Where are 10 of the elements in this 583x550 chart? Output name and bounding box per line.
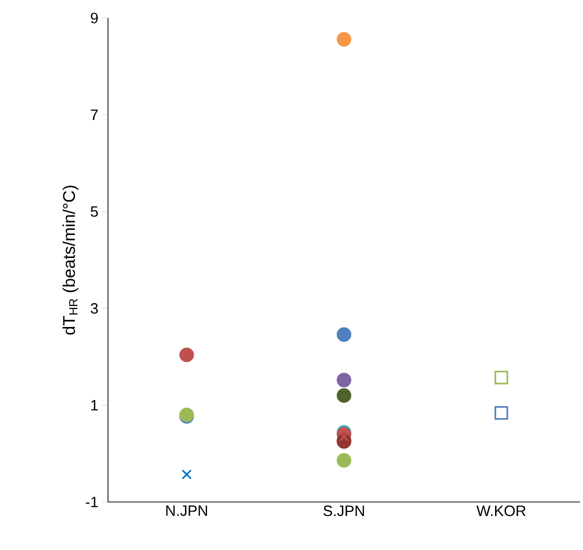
x-tick-label: S.JPN — [324, 506, 364, 516]
y-tick-label: 1 — [91, 400, 98, 410]
x-tick-label: W.KOR — [476, 506, 526, 516]
y-tick-label: 3 — [90, 303, 98, 314]
y-tick-label: 9 — [90, 12, 98, 24]
y-tick-label: 7 — [90, 110, 98, 120]
y-tick-label: -1 — [86, 496, 98, 508]
y-tick-label: 5 — [90, 206, 98, 217]
y-axis-title: dT$_{HR}$ (beats/min/°C) — [62, 186, 78, 335]
x-tick-label: N.JPN — [166, 506, 208, 516]
